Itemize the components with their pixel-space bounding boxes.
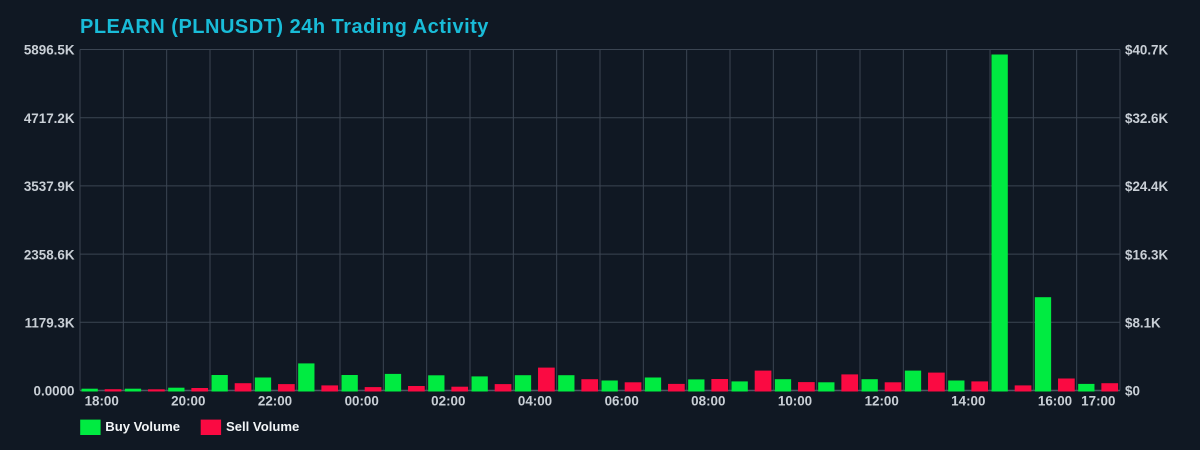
svg-text:12:00: 12:00 bbox=[865, 394, 899, 409]
svg-text:04:00: 04:00 bbox=[518, 394, 552, 409]
svg-text:2358.6K: 2358.6K bbox=[24, 247, 75, 262]
svg-text:$32.6K: $32.6K bbox=[1125, 111, 1169, 126]
svg-text:$40.7K: $40.7K bbox=[1125, 43, 1169, 58]
svg-text:$16.3K: $16.3K bbox=[1125, 247, 1169, 262]
svg-text:PLEARN (PLNUSDT) 24h Trading A: PLEARN (PLNUSDT) 24h Trading Activity bbox=[80, 16, 489, 38]
svg-text:3537.9K: 3537.9K bbox=[24, 179, 75, 194]
svg-text:10:00: 10:00 bbox=[778, 394, 812, 409]
svg-text:06:00: 06:00 bbox=[605, 394, 639, 409]
svg-text:Buy Volume: Buy Volume bbox=[105, 419, 180, 434]
svg-text:$24.4K: $24.4K bbox=[1125, 179, 1169, 194]
svg-text:0.0000: 0.0000 bbox=[34, 384, 75, 399]
svg-text:02:00: 02:00 bbox=[431, 394, 465, 409]
svg-text:4717.2K: 4717.2K bbox=[24, 111, 75, 126]
svg-text:$8.1K: $8.1K bbox=[1125, 316, 1161, 331]
svg-text:5896.5K: 5896.5K bbox=[24, 43, 75, 58]
svg-text:20:00: 20:00 bbox=[171, 394, 205, 409]
svg-text:Sell Volume: Sell Volume bbox=[226, 419, 299, 434]
svg-text:22:00: 22:00 bbox=[258, 394, 292, 409]
svg-text:16:00: 16:00 bbox=[1038, 394, 1072, 409]
svg-text:00:00: 00:00 bbox=[345, 394, 379, 409]
svg-text:17:00: 17:00 bbox=[1081, 394, 1115, 409]
svg-text:1179.3K: 1179.3K bbox=[25, 316, 75, 331]
svg-text:14:00: 14:00 bbox=[951, 394, 985, 409]
svg-text:18:00: 18:00 bbox=[85, 394, 119, 409]
svg-text:08:00: 08:00 bbox=[691, 394, 725, 409]
svg-text:$0: $0 bbox=[1125, 384, 1140, 399]
